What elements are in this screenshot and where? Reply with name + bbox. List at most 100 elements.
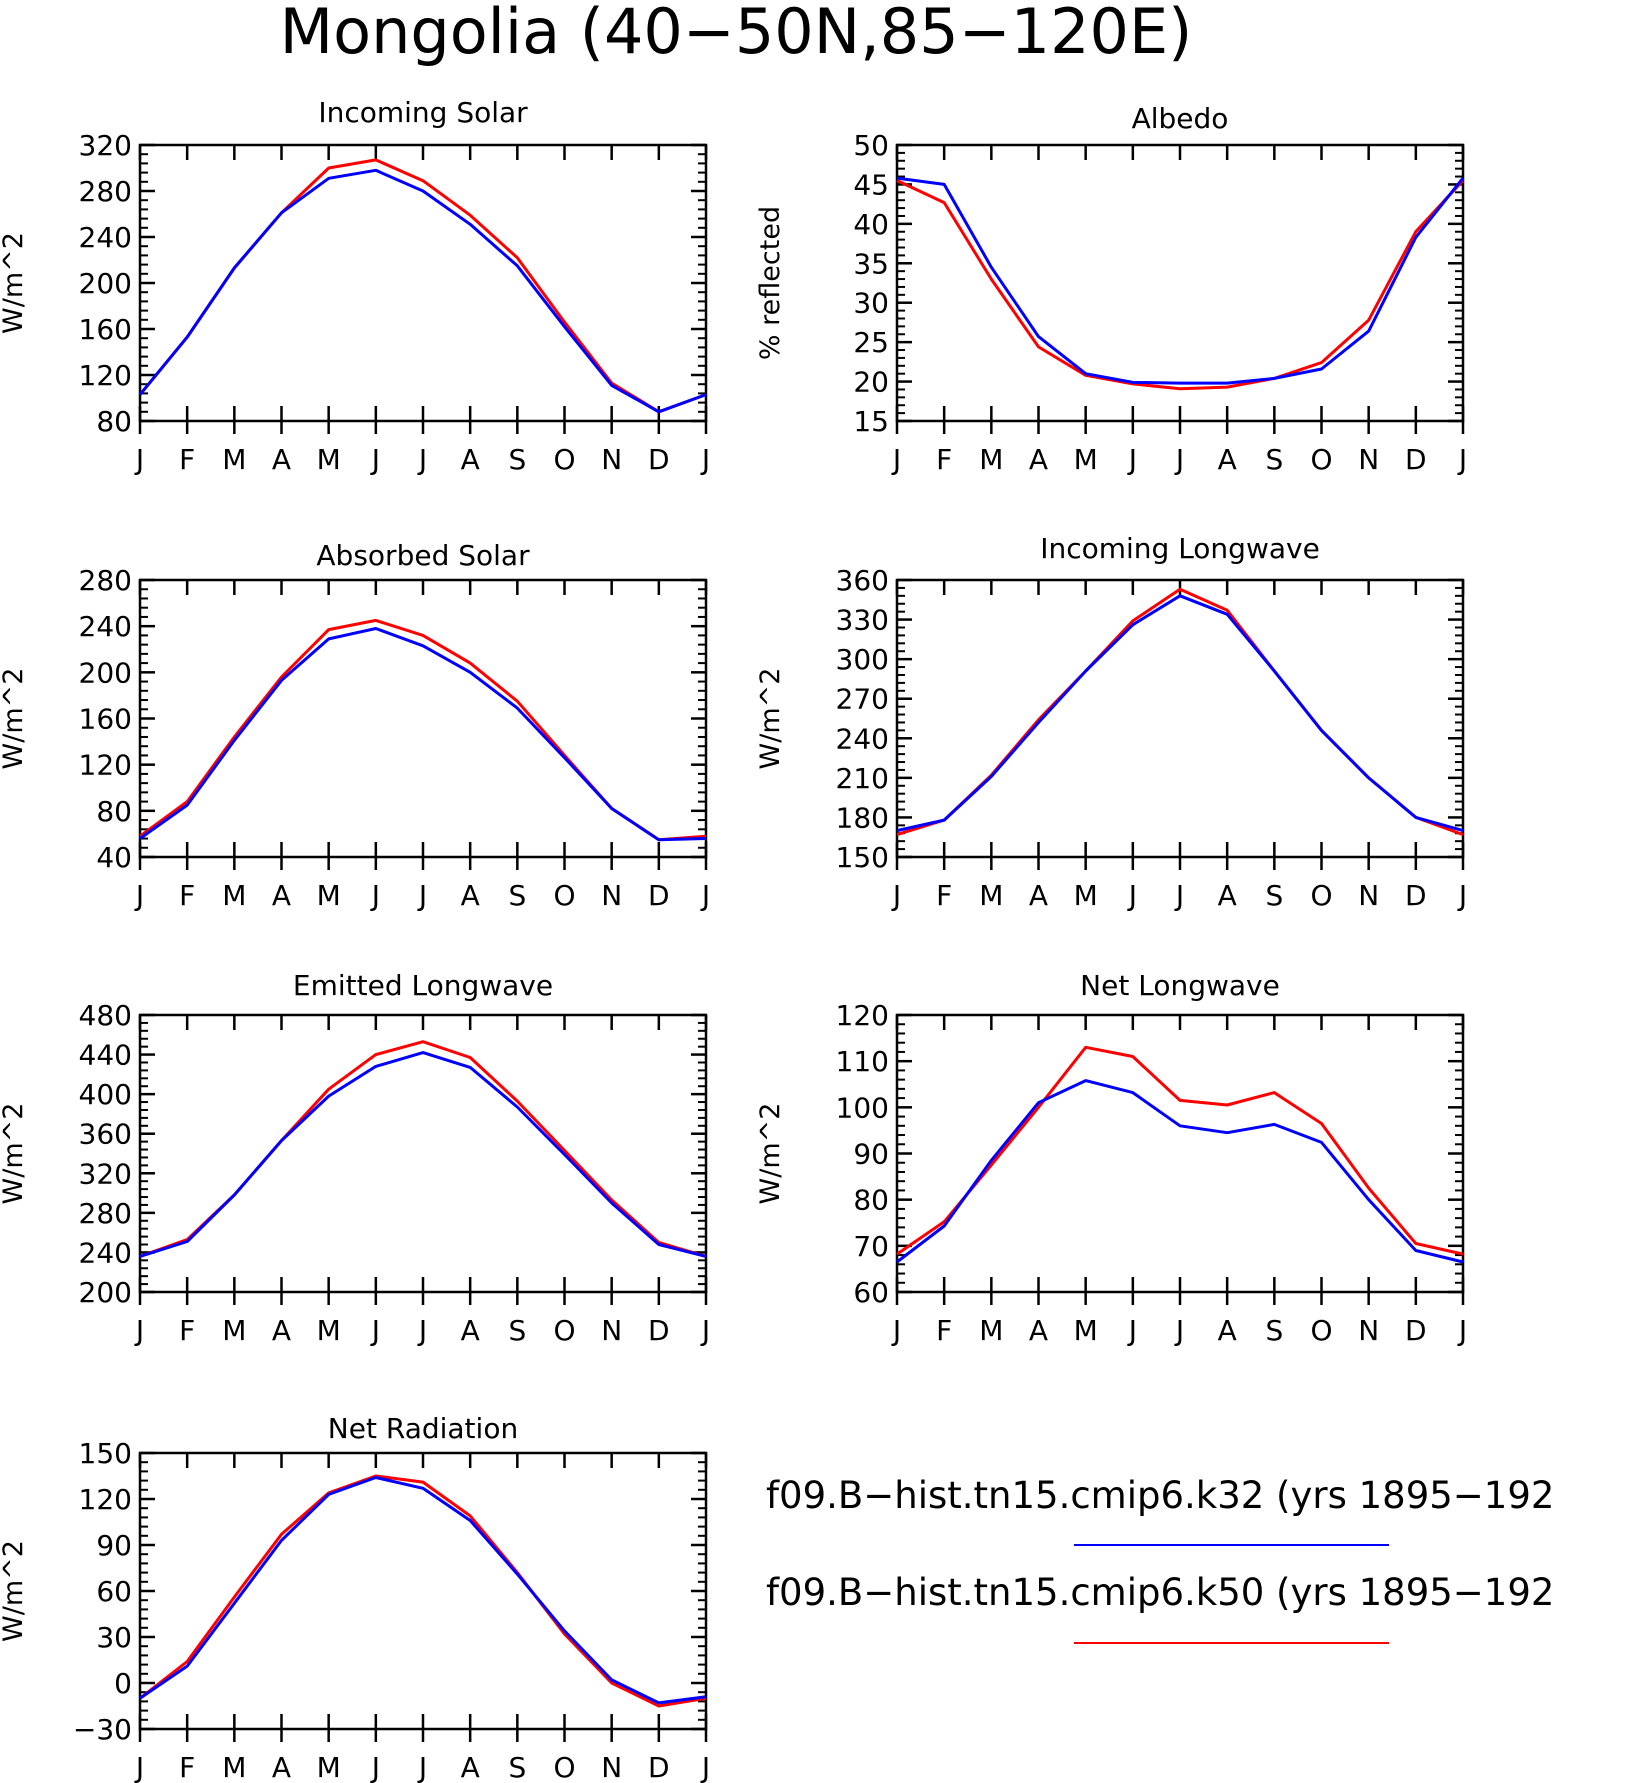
y-tick-label: 400 bbox=[79, 1078, 132, 1111]
x-tick-label: J bbox=[1457, 879, 1467, 912]
y-tick-label: 360 bbox=[836, 564, 889, 597]
series-line-k50 bbox=[138, 158, 707, 414]
legend-label-k32: f09.B−hist.tn15.cmip6.k32 (yrs 1895−192 bbox=[766, 1474, 1554, 1517]
plot-frame bbox=[895, 143, 1465, 423]
series-line-k32 bbox=[138, 168, 707, 414]
series-line-k32 bbox=[139, 1476, 707, 1705]
x-tick-label: J bbox=[134, 1751, 144, 1783]
x-tick-label: M bbox=[979, 443, 1003, 476]
y-axis-label: W/m^2 bbox=[0, 1103, 29, 1205]
y-tick-label: 15 bbox=[853, 405, 889, 438]
x-tick-label: J bbox=[370, 879, 380, 912]
y-tick-label: 120 bbox=[79, 1483, 132, 1516]
x-tick-label: J bbox=[417, 443, 427, 476]
x-tick-label: O bbox=[553, 1314, 575, 1347]
y-tick-label: 240 bbox=[836, 722, 889, 755]
y-tick-label: −30 bbox=[73, 1713, 132, 1746]
x-tick-label: J bbox=[370, 1314, 380, 1347]
x-tick-label: J bbox=[1127, 879, 1137, 912]
x-tick-label: J bbox=[134, 1314, 144, 1347]
x-tick-label: J bbox=[891, 879, 901, 912]
x-tick-label: N bbox=[1358, 1314, 1379, 1347]
x-tick-label: F bbox=[179, 1751, 195, 1783]
y-tick-label: 150 bbox=[79, 1437, 132, 1470]
y-tick-label: 210 bbox=[836, 762, 889, 795]
x-tick-label: F bbox=[936, 443, 952, 476]
y-tick-label: 60 bbox=[853, 1276, 889, 1309]
series-line-k50 bbox=[139, 1040, 707, 1258]
y-tick-label: 100 bbox=[836, 1091, 889, 1124]
y-tick-label: 80 bbox=[96, 405, 132, 438]
x-tick-label: J bbox=[1174, 443, 1184, 476]
y-tick-label: 120 bbox=[79, 359, 132, 392]
y-tick-label: 150 bbox=[836, 841, 889, 874]
x-tick-label: J bbox=[700, 879, 710, 912]
y-tick-label: 200 bbox=[79, 267, 132, 300]
series-line-k32 bbox=[896, 1079, 1464, 1264]
y-tick-label: 360 bbox=[79, 1118, 132, 1151]
x-tick-label: D bbox=[648, 879, 670, 912]
y-tick-label: 60 bbox=[96, 1575, 132, 1608]
panel-title: Absorbed Solar bbox=[316, 539, 530, 572]
y-axis-label: % reflected bbox=[755, 206, 786, 360]
panel-title: Albedo bbox=[1132, 102, 1229, 135]
y-tick-label: 300 bbox=[836, 643, 889, 676]
plot-frame bbox=[895, 578, 1465, 859]
y-tick-label: 0 bbox=[114, 1667, 132, 1700]
y-tick-label: 40 bbox=[96, 841, 132, 874]
x-tick-label: A bbox=[461, 1314, 480, 1347]
x-tick-label: M bbox=[317, 1314, 341, 1347]
x-tick-label: M bbox=[317, 879, 341, 912]
series-line-k50 bbox=[896, 587, 1464, 837]
y-tick-label: 240 bbox=[79, 610, 132, 643]
series-line-k32 bbox=[139, 627, 707, 842]
x-tick-label: A bbox=[272, 879, 291, 912]
y-axis-label: W/m^2 bbox=[755, 668, 786, 770]
legend: f09.B−hist.tn15.cmip6.k32 (yrs 1895−192 … bbox=[766, 1474, 1554, 1644]
x-tick-label: S bbox=[508, 443, 526, 476]
series-line-k32 bbox=[896, 176, 1465, 385]
x-tick-label: J bbox=[1174, 879, 1184, 912]
series-line-k32 bbox=[896, 594, 1464, 833]
x-tick-label: S bbox=[1265, 1314, 1283, 1347]
x-tick-label: F bbox=[179, 443, 195, 476]
x-tick-label: M bbox=[222, 879, 246, 912]
y-tick-label: 80 bbox=[853, 1184, 889, 1217]
y-tick-label: 160 bbox=[79, 703, 132, 736]
y-tick-label: 120 bbox=[836, 999, 889, 1032]
x-tick-label: S bbox=[1265, 443, 1283, 476]
x-tick-label: M bbox=[979, 879, 1003, 912]
y-tick-label: 110 bbox=[836, 1045, 889, 1078]
x-tick-label: N bbox=[601, 879, 622, 912]
y-tick-label: 30 bbox=[96, 1621, 132, 1654]
panel-4: Incoming Longwave 150 180 210 240 270 300 330 36… bbox=[755, 532, 1467, 912]
x-tick-label: D bbox=[1405, 443, 1427, 476]
series-line-k50 bbox=[139, 618, 707, 842]
series-line-k50 bbox=[896, 1045, 1464, 1256]
y-tick-label: 80 bbox=[96, 795, 132, 828]
x-tick-label: J bbox=[1457, 1314, 1467, 1347]
x-tick-label: A bbox=[1218, 1314, 1237, 1347]
x-tick-label: A bbox=[1029, 443, 1048, 476]
x-tick-label: D bbox=[648, 443, 670, 476]
x-tick-label: J bbox=[1127, 443, 1137, 476]
x-tick-label: F bbox=[179, 1314, 195, 1347]
x-tick-label: M bbox=[1074, 1314, 1098, 1347]
x-tick-label: J bbox=[891, 443, 901, 476]
series-line-k50 bbox=[896, 179, 1465, 391]
x-tick-label: N bbox=[601, 1314, 622, 1347]
x-tick-label: M bbox=[317, 1751, 341, 1783]
y-tick-label: 240 bbox=[79, 1236, 132, 1269]
x-tick-label: A bbox=[461, 443, 480, 476]
y-tick-label: 200 bbox=[79, 1276, 132, 1309]
x-tick-label: S bbox=[508, 879, 526, 912]
x-tick-label: A bbox=[272, 1314, 291, 1347]
y-tick-label: 30 bbox=[853, 287, 889, 320]
y-axis-label: W/m^2 bbox=[755, 1103, 786, 1205]
panel-title: Net Radiation bbox=[328, 1412, 518, 1445]
x-tick-label: D bbox=[648, 1751, 670, 1783]
